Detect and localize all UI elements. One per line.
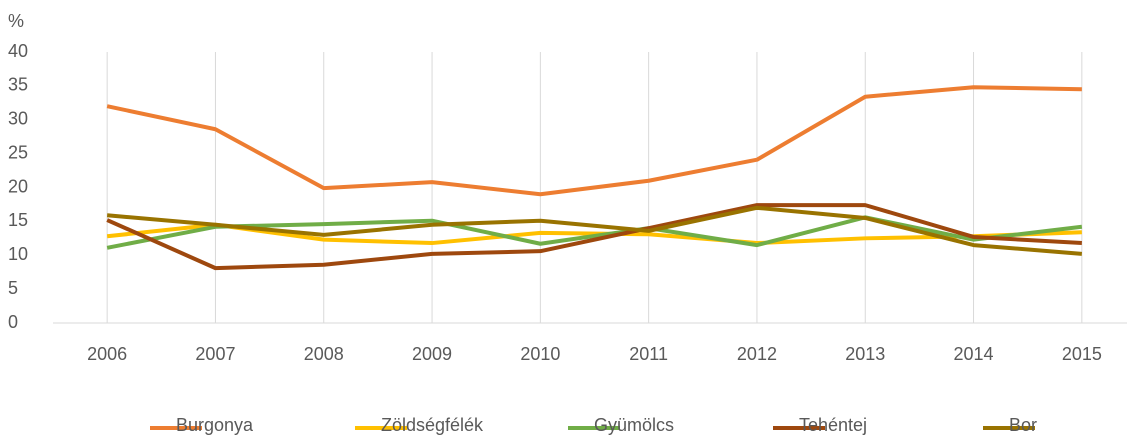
x-tick-label: 2010: [520, 344, 560, 364]
y-tick-label: 30: [8, 109, 28, 129]
y-tick-label: 40: [8, 41, 28, 61]
x-tick-label: 2012: [737, 344, 777, 364]
y-axis-label: %: [8, 11, 24, 31]
y-tick-label: 10: [8, 244, 28, 264]
series-line: [106, 215, 1083, 250]
legend-label: Zöldségfélék: [381, 415, 484, 435]
y-tick-label: 15: [8, 210, 28, 230]
x-tick-label: 2009: [412, 344, 452, 364]
series-line: [106, 85, 1082, 197]
x-tick-label: 2014: [954, 344, 994, 364]
y-tick-label: 35: [8, 75, 28, 95]
y-tick-label: 25: [8, 142, 28, 162]
x-tick-label: 2008: [304, 344, 344, 364]
legend-label: Tehéntej: [799, 415, 867, 435]
legend-label: Gyümölcs: [594, 415, 674, 435]
series-line: [106, 222, 1082, 246]
y-tick-label: 5: [8, 278, 18, 298]
legend-label: Burgonya: [176, 415, 254, 435]
y-tick-label: 0: [8, 312, 18, 332]
x-tick-label: 2015: [1062, 344, 1102, 364]
y-tick-label: 20: [8, 176, 28, 196]
series-line: [106, 203, 1082, 271]
legend-label: Bor: [1009, 415, 1037, 435]
x-tick-label: 2006: [87, 344, 127, 364]
series-line: [106, 205, 1083, 256]
x-tick-label: 2007: [195, 344, 235, 364]
x-tick-label: 2013: [845, 344, 885, 364]
x-tick-label: 2011: [629, 344, 668, 364]
